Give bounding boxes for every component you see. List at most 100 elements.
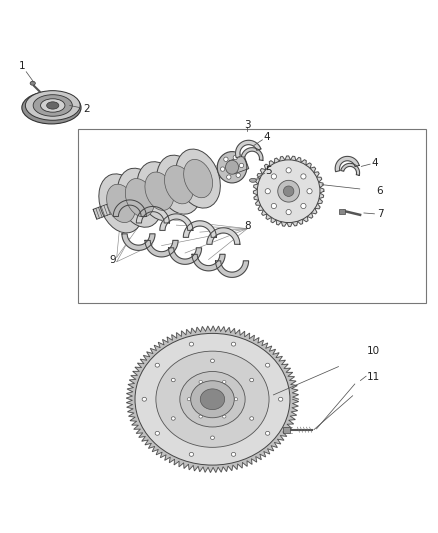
- Circle shape: [265, 189, 270, 194]
- Ellipse shape: [184, 159, 212, 198]
- Ellipse shape: [117, 168, 162, 227]
- Ellipse shape: [231, 453, 236, 456]
- Ellipse shape: [187, 398, 191, 401]
- Circle shape: [257, 160, 320, 223]
- Circle shape: [239, 163, 244, 168]
- Ellipse shape: [189, 342, 194, 346]
- Text: 10: 10: [367, 346, 380, 357]
- Ellipse shape: [211, 436, 215, 439]
- Polygon shape: [136, 206, 170, 223]
- Ellipse shape: [234, 398, 238, 401]
- Polygon shape: [113, 200, 146, 216]
- Polygon shape: [207, 228, 240, 244]
- Ellipse shape: [25, 91, 80, 120]
- Text: 3: 3: [244, 120, 251, 130]
- Ellipse shape: [155, 363, 159, 367]
- Ellipse shape: [279, 397, 283, 401]
- Ellipse shape: [223, 415, 226, 418]
- FancyBboxPatch shape: [283, 426, 290, 433]
- Circle shape: [278, 180, 300, 202]
- Circle shape: [286, 168, 291, 173]
- Ellipse shape: [226, 160, 239, 174]
- Circle shape: [233, 155, 237, 159]
- Polygon shape: [160, 214, 193, 230]
- Polygon shape: [335, 156, 359, 172]
- Ellipse shape: [33, 95, 72, 116]
- Text: 11: 11: [367, 373, 380, 383]
- Ellipse shape: [223, 381, 226, 383]
- Text: 9: 9: [109, 255, 116, 264]
- Text: 6: 6: [377, 186, 383, 196]
- Ellipse shape: [165, 166, 194, 204]
- Ellipse shape: [142, 397, 146, 401]
- Polygon shape: [341, 163, 360, 175]
- Circle shape: [220, 167, 225, 171]
- Text: 7: 7: [377, 209, 383, 219]
- Ellipse shape: [155, 431, 159, 435]
- Text: 1: 1: [19, 61, 25, 71]
- Polygon shape: [253, 156, 324, 227]
- Ellipse shape: [145, 172, 174, 211]
- Ellipse shape: [99, 174, 143, 233]
- Ellipse shape: [217, 151, 247, 183]
- Circle shape: [301, 204, 306, 208]
- Ellipse shape: [250, 378, 254, 382]
- Ellipse shape: [30, 82, 35, 85]
- Polygon shape: [145, 240, 178, 257]
- Circle shape: [224, 157, 228, 161]
- Circle shape: [271, 204, 276, 208]
- Ellipse shape: [199, 381, 202, 383]
- Text: 2: 2: [83, 104, 89, 114]
- Polygon shape: [169, 248, 201, 264]
- Ellipse shape: [157, 155, 201, 214]
- Bar: [339, 209, 345, 214]
- Ellipse shape: [199, 415, 202, 418]
- Circle shape: [226, 175, 231, 179]
- Circle shape: [301, 174, 306, 179]
- Polygon shape: [184, 221, 216, 237]
- Polygon shape: [192, 254, 225, 271]
- Polygon shape: [93, 203, 116, 219]
- Ellipse shape: [41, 99, 65, 112]
- Ellipse shape: [231, 342, 236, 346]
- Ellipse shape: [189, 453, 194, 456]
- Circle shape: [307, 189, 312, 194]
- Ellipse shape: [22, 91, 81, 124]
- Ellipse shape: [250, 417, 254, 420]
- Polygon shape: [193, 167, 217, 185]
- Bar: [78, 130, 426, 303]
- Ellipse shape: [180, 372, 245, 427]
- Polygon shape: [134, 187, 158, 205]
- Ellipse shape: [250, 179, 256, 182]
- Polygon shape: [215, 261, 249, 277]
- Ellipse shape: [106, 184, 135, 223]
- Circle shape: [286, 209, 291, 215]
- Polygon shape: [241, 148, 263, 160]
- Text: 5: 5: [265, 166, 272, 176]
- Ellipse shape: [137, 161, 182, 221]
- Polygon shape: [122, 234, 155, 251]
- Polygon shape: [173, 173, 197, 192]
- Ellipse shape: [171, 378, 175, 382]
- Polygon shape: [212, 161, 237, 179]
- Ellipse shape: [135, 334, 290, 465]
- Polygon shape: [154, 180, 178, 199]
- Ellipse shape: [171, 417, 175, 420]
- Ellipse shape: [211, 359, 215, 362]
- Polygon shape: [111, 193, 138, 213]
- Ellipse shape: [176, 149, 220, 208]
- Polygon shape: [230, 156, 249, 174]
- Ellipse shape: [156, 351, 269, 447]
- Circle shape: [271, 174, 276, 179]
- Ellipse shape: [125, 179, 154, 217]
- Circle shape: [283, 186, 294, 197]
- Polygon shape: [236, 140, 261, 158]
- Text: 4: 4: [371, 158, 378, 168]
- Ellipse shape: [265, 431, 270, 435]
- Ellipse shape: [265, 363, 270, 367]
- Text: 8: 8: [244, 221, 251, 231]
- Polygon shape: [126, 326, 299, 472]
- Text: 4: 4: [264, 132, 270, 142]
- Ellipse shape: [191, 381, 234, 418]
- Ellipse shape: [200, 389, 225, 409]
